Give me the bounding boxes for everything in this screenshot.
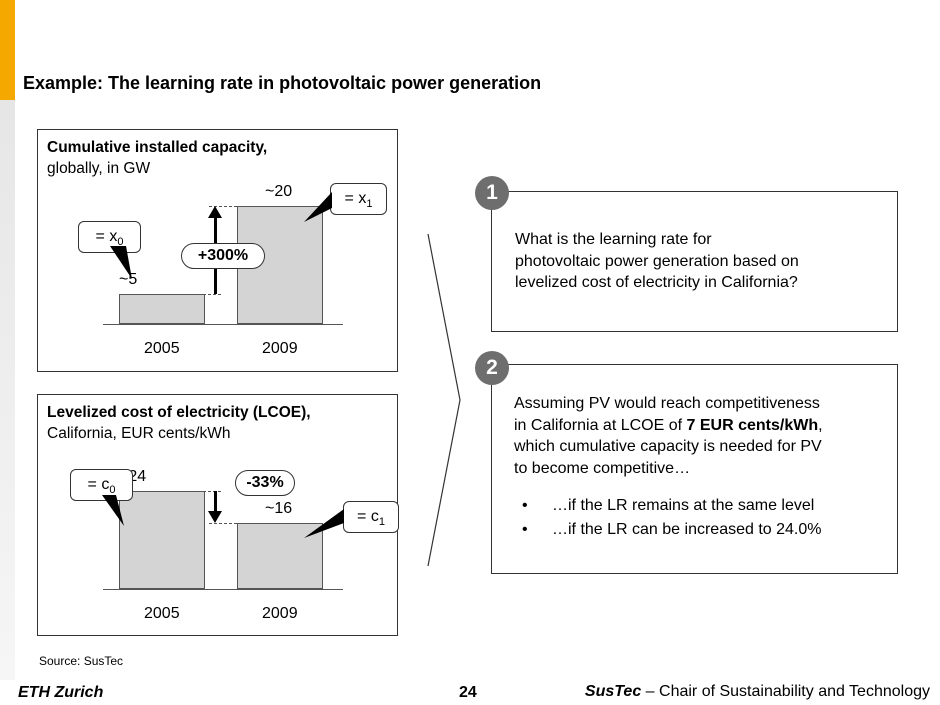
lcoe-change-pill: -33% bbox=[235, 470, 295, 496]
tick-label-2005: 2005 bbox=[144, 340, 180, 357]
callout-x1-sub: 1 bbox=[366, 198, 373, 211]
question-2-line-3: which cumulative capacity is needed for … bbox=[514, 438, 822, 455]
question-2-line-2-pre: in California at LCOE of bbox=[514, 416, 687, 434]
capacity-change-pill: +300% bbox=[181, 243, 265, 269]
lcoe-chart-heading: Levelized cost of electricity (LCOE), Ca… bbox=[47, 402, 311, 444]
change-arrow-shaft bbox=[214, 491, 217, 513]
value-label: ~16 bbox=[265, 500, 293, 517]
lcoe-heading-rest: California, EUR cents/kWh bbox=[47, 425, 231, 442]
footer-chair-rest: – Chair of Sustainability and Technology bbox=[641, 683, 930, 700]
callout-x1-text: = x bbox=[344, 190, 367, 207]
side-band bbox=[0, 100, 15, 680]
bracket-connector bbox=[427, 233, 461, 567]
callout-c0-pointer bbox=[102, 495, 124, 526]
slide-title: Example: The learning rate in photovolta… bbox=[23, 73, 542, 93]
change-arrow-head bbox=[208, 206, 222, 218]
question-1-number: 1 bbox=[475, 176, 509, 210]
question-1-text: What is the learning rate for photovolta… bbox=[515, 229, 799, 294]
question-2-bullets: …if the LR remains at the same level …if… bbox=[514, 494, 822, 542]
value-label: ~20 bbox=[265, 183, 293, 200]
question-2-line-2-bold: 7 EUR cents/kWh bbox=[686, 416, 819, 434]
bar-2005 bbox=[119, 294, 205, 324]
callout-x0: = x0 bbox=[78, 221, 141, 253]
question-1-box bbox=[491, 191, 898, 332]
question-1-line: What is the learning rate for bbox=[515, 231, 712, 248]
callout-x0-sub: 0 bbox=[117, 236, 124, 249]
tick-label-2009: 2009 bbox=[262, 605, 298, 622]
question-2-line-2-post: , bbox=[818, 416, 823, 434]
guide-line bbox=[203, 294, 221, 295]
callout-x0-text: = x bbox=[95, 228, 118, 245]
bar-2005 bbox=[119, 491, 205, 589]
footer-eth-zurich: ETH Zurich bbox=[18, 684, 104, 701]
tick-label-2005: 2005 bbox=[144, 605, 180, 622]
question-2-number: 2 bbox=[475, 351, 509, 385]
question-2-line-1: Assuming PV would reach competitiveness bbox=[514, 395, 820, 412]
change-arrow-head bbox=[208, 511, 222, 523]
page-number: 24 bbox=[459, 684, 477, 701]
accent-bar bbox=[0, 0, 15, 100]
callout-c0-text: = c bbox=[87, 476, 110, 493]
lcoe-heading-bold: Levelized cost of electricity (LCOE), bbox=[47, 404, 311, 421]
capacity-chart-heading: Cumulative installed capacity, globally,… bbox=[47, 137, 267, 179]
callout-c1: = c1 bbox=[343, 501, 399, 533]
tick-label-2009: 2009 bbox=[262, 340, 298, 357]
callout-x1-pointer bbox=[304, 192, 332, 222]
callout-c1-sub: 1 bbox=[378, 516, 385, 529]
guide-line bbox=[209, 523, 237, 524]
question-2-line-2: in California at LCOE of 7 EUR cents/kWh… bbox=[514, 415, 823, 437]
capacity-chart-panel: Cumulative installed capacity, globally,… bbox=[37, 129, 398, 372]
x-axis bbox=[103, 324, 343, 325]
bullet-item: …if the LR can be increased to 24.0% bbox=[514, 518, 822, 542]
capacity-heading-bold: Cumulative installed capacity, bbox=[47, 139, 268, 156]
guide-line bbox=[209, 206, 237, 207]
callout-c0-sub: 0 bbox=[109, 484, 116, 497]
x-axis bbox=[103, 589, 343, 590]
lcoe-chart-panel: Levelized cost of electricity (LCOE), Ca… bbox=[37, 394, 399, 636]
footer-chair: SusTec – Chair of Sustainability and Tec… bbox=[585, 683, 930, 701]
bullet-item: …if the LR remains at the same level bbox=[514, 494, 822, 518]
source-note: Source: SusTec bbox=[39, 654, 124, 668]
question-1-line: photovoltaic power generation based on bbox=[515, 252, 799, 270]
question-2-line-4: to become competitive… bbox=[514, 459, 691, 477]
bar-2009 bbox=[237, 523, 323, 589]
value-label: ~5 bbox=[119, 271, 138, 288]
callout-x1: = x1 bbox=[330, 183, 387, 215]
callout-c0: = c0 bbox=[70, 469, 133, 501]
question-2-text: Assuming PV would reach competitiveness … bbox=[514, 393, 823, 479]
question-1-line: levelized cost of electricity in Califor… bbox=[515, 274, 798, 291]
callout-c1-text: = c bbox=[357, 508, 379, 525]
callout-x0-pointer bbox=[110, 246, 132, 279]
guide-line bbox=[203, 491, 221, 492]
callout-c1-pointer bbox=[304, 509, 344, 538]
footer-sustec: SusTec bbox=[584, 683, 642, 700]
capacity-heading-rest: globally, in GW bbox=[47, 160, 151, 177]
